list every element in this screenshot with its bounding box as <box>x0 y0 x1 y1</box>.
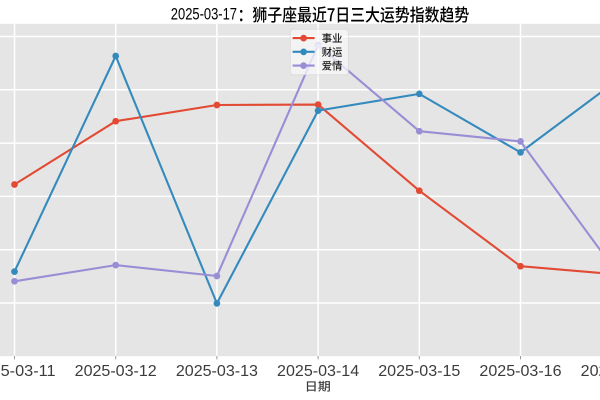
svg-text:2025-03-15: 2025-03-15 <box>378 362 460 380</box>
svg-text:2025-03-17: 2025-03-17 <box>171 4 237 23</box>
svg-text:2025-03-11: 2025-03-11 <box>0 362 56 380</box>
svg-text:2025-03-12: 2025-03-12 <box>75 362 157 380</box>
svg-text:2025-03-16: 2025-03-16 <box>479 362 561 380</box>
svg-text:2025-03-14: 2025-03-14 <box>277 362 359 380</box>
svg-text:2025-03-17: 2025-03-17 <box>581 362 600 380</box>
svg-text:2025-03-13: 2025-03-13 <box>176 362 258 380</box>
